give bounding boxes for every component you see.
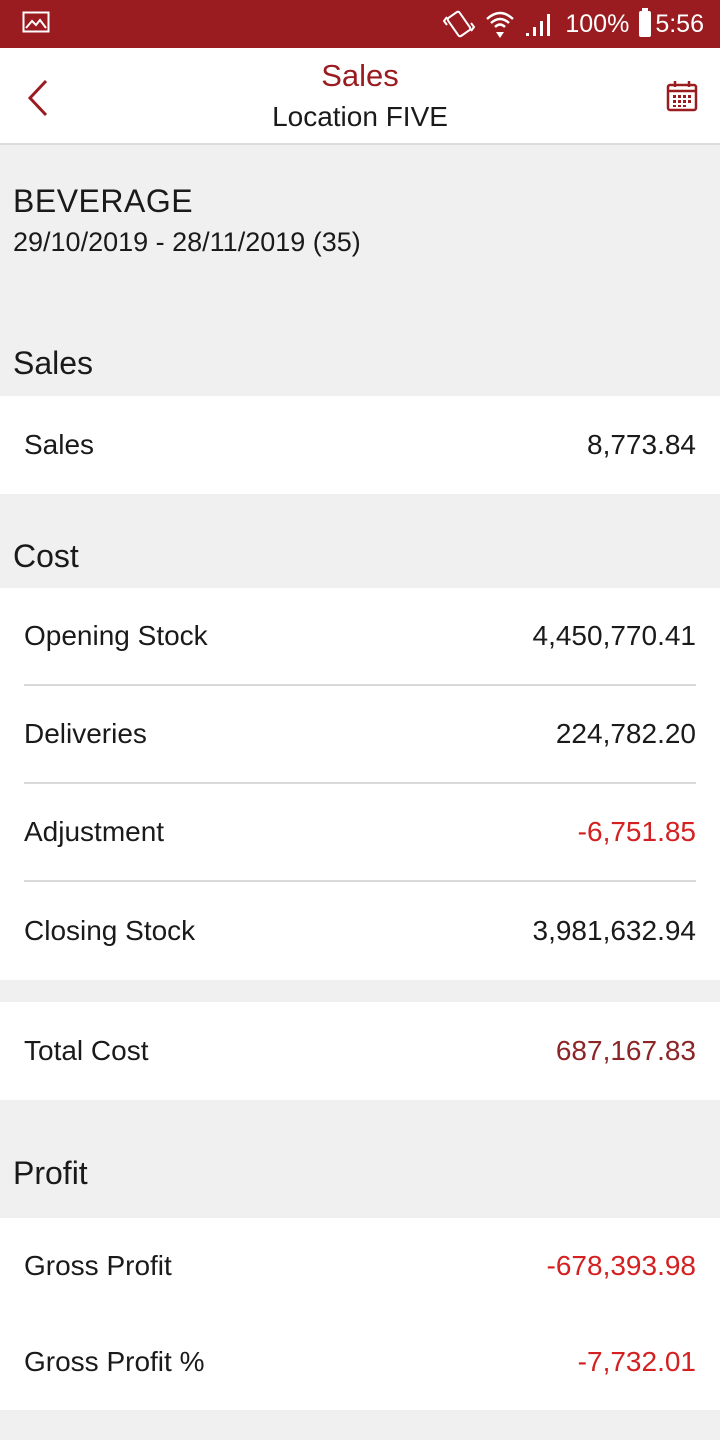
closing-stock-row: Closing Stock 3,981,632.94 [24, 882, 696, 980]
report-info: BEVERAGE 29/10/2019 - 28/11/2019 (35) [13, 180, 361, 262]
row-value: 224,782.20 [555, 718, 696, 749]
deliveries-row: Deliveries 224,782.20 [24, 686, 696, 784]
row-value: -7,732.01 [577, 1346, 696, 1377]
row-label: Deliveries [24, 718, 147, 749]
adjustment-row: Adjustment -6,751.85 [24, 784, 696, 882]
row-label: Sales [24, 429, 95, 460]
row-value: -6,751.85 [577, 816, 696, 847]
opening-stock-row: Opening Stock 4,450,770.41 [24, 588, 696, 686]
vibrate-icon [443, 9, 476, 39]
row-value: 8,773.84 [587, 429, 696, 460]
status-bar: 100% 5:56 [0, 0, 720, 48]
wifi-icon [485, 9, 515, 39]
profit-block: Gross Profit -678,393.98 Gross Profit % … [0, 1218, 720, 1410]
chevron-left-icon [27, 79, 48, 117]
battery-icon [639, 8, 652, 37]
calendar-icon [666, 81, 698, 112]
total-cost-block: Total Cost 687,167.83 [0, 1002, 720, 1100]
clock: 5:56 [655, 9, 704, 38]
back-button[interactable] [18, 76, 58, 120]
total-cost-row: Total Cost 687,167.83 [24, 1002, 696, 1100]
calendar-button[interactable] [662, 76, 702, 116]
row-label: Gross Profit % [24, 1346, 205, 1377]
cost-section-heading: Cost [13, 538, 79, 574]
sales-section-heading: Sales [13, 345, 94, 381]
row-value: 4,450,770.41 [532, 620, 697, 651]
row-label: Total Cost [24, 1035, 149, 1066]
sales-row: Sales 8,773.84 [24, 396, 696, 494]
row-value: 687,167.83 [555, 1035, 696, 1066]
signal-icon [525, 11, 555, 37]
profit-section-heading: Profit [13, 1155, 88, 1191]
gross-profit-row: Gross Profit -678,393.98 [24, 1218, 696, 1314]
row-label: Closing Stock [24, 915, 196, 946]
row-label: Gross Profit [24, 1250, 172, 1281]
page-title: Sales [321, 58, 399, 93]
location-subtitle: Location FIVE [272, 101, 448, 132]
row-label: Adjustment [24, 816, 165, 847]
cost-block: Opening Stock 4,450,770.41 Deliveries 22… [0, 588, 720, 980]
category-name: BEVERAGE [13, 183, 194, 219]
sales-block: Sales 8,773.84 [0, 396, 720, 494]
row-value: -678,393.98 [546, 1250, 696, 1281]
date-range: 29/10/2019 - 28/11/2019 (35) [13, 227, 361, 257]
row-value: 3,981,632.94 [532, 915, 697, 946]
image-notification-icon [22, 11, 50, 38]
row-label: Opening Stock [24, 620, 208, 651]
battery-percent: 100% [565, 9, 630, 38]
gross-profit-percent-row: Gross Profit % -7,732.01 [24, 1314, 696, 1410]
app-bar: Sales Location FIVE [0, 48, 720, 145]
